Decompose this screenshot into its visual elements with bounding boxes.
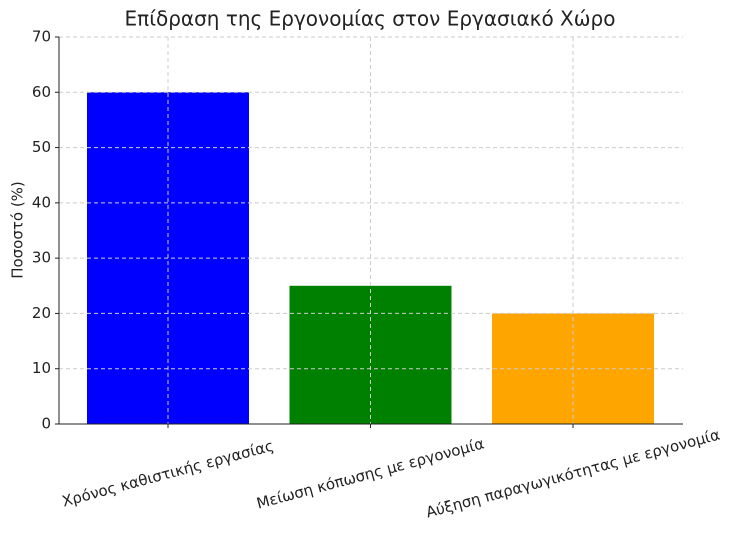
y-tick-label: 60 [32, 83, 51, 101]
y-tick-label: 0 [41, 415, 51, 433]
y-tick-label: 30 [32, 249, 51, 267]
chart-title: Επίδραση της Εργονομίας στον Εργασιακό Χ… [125, 7, 616, 31]
x-tick-label: Χρόνος καθιστικής εργασίας [60, 437, 276, 511]
y-tick-label: 50 [32, 138, 51, 156]
y-axis-label: Ποσοστό (%) [9, 181, 27, 279]
y-tick-label: 70 [32, 28, 51, 46]
y-tick-label: 10 [32, 359, 51, 377]
y-tick-label: 20 [32, 304, 51, 322]
y-tick-label: 40 [32, 193, 51, 211]
